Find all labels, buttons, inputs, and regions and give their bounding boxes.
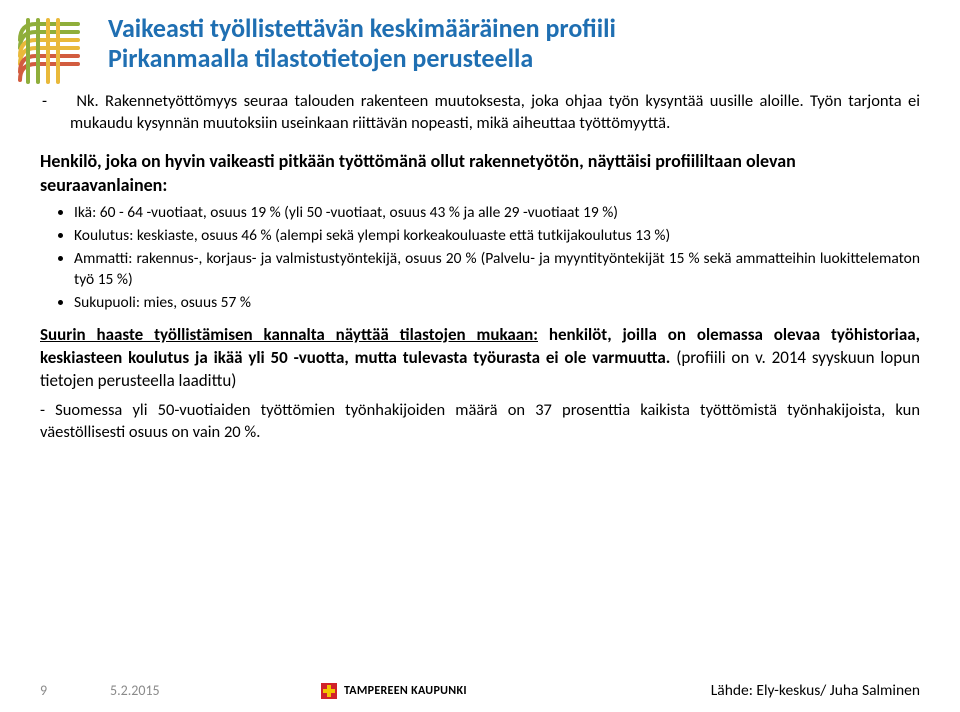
finland-stat: - Suomessa yli 50-vuotiaiden työttömien … bbox=[40, 399, 920, 444]
title-line1: Vaikeasti työllistettävän keskimääräinen… bbox=[108, 12, 616, 44]
dash-marker: - bbox=[56, 90, 70, 112]
footer-source: Lähde: Ely-keskus/ Juha Salminen bbox=[711, 681, 920, 700]
bullet-gender: Sukupuoli: mies, osuus 57 % bbox=[74, 293, 920, 314]
bullet-age: Ikä: 60 - 64 -vuotiaat, osuus 19 % (yli … bbox=[74, 203, 920, 224]
footer-date: 5.2.2015 bbox=[110, 682, 270, 699]
footer-org-logo: TAMPEREEN KAUPUNKI bbox=[320, 682, 467, 700]
footer: 9 5.2.2015 TAMPEREEN KAUPUNKI Lähde: Ely… bbox=[40, 681, 920, 700]
org-logo bbox=[14, 18, 84, 88]
footer-org-name: TAMPEREEN KAUPUNKI bbox=[344, 684, 467, 698]
page-title: Vaikeasti työllistettävän keskimääräinen… bbox=[108, 14, 920, 74]
bullet-education: Koulutus: keskiaste, osuus 46 % (alempi … bbox=[74, 226, 920, 247]
profile-subhead: Henkilö, joka on hyvin vaikeasti pitkään… bbox=[40, 149, 920, 198]
page-number: 9 bbox=[40, 682, 110, 699]
bullet-occupation: Ammatti: rakennus-, korjaus- ja valmistu… bbox=[74, 249, 920, 291]
title-line2: Pirkanmaalla tilastotietojen perusteella bbox=[108, 42, 533, 74]
challenge-lead: Suurin haaste työllistämisen kannalta nä… bbox=[40, 324, 538, 345]
profile-bullets: Ikä: 60 - 64 -vuotiaat, osuus 19 % (yli … bbox=[40, 203, 920, 314]
intro-text: Nk. Rakennetyöttömyys seuraa talouden ra… bbox=[70, 91, 920, 133]
content-area: - Nk. Rakennetyöttömyys seuraa talouden … bbox=[40, 90, 920, 443]
challenge-paragraph: Suurin haaste työllistämisen kannalta nä… bbox=[40, 324, 920, 393]
intro-paragraph: - Nk. Rakennetyöttömyys seuraa talouden … bbox=[40, 90, 920, 135]
